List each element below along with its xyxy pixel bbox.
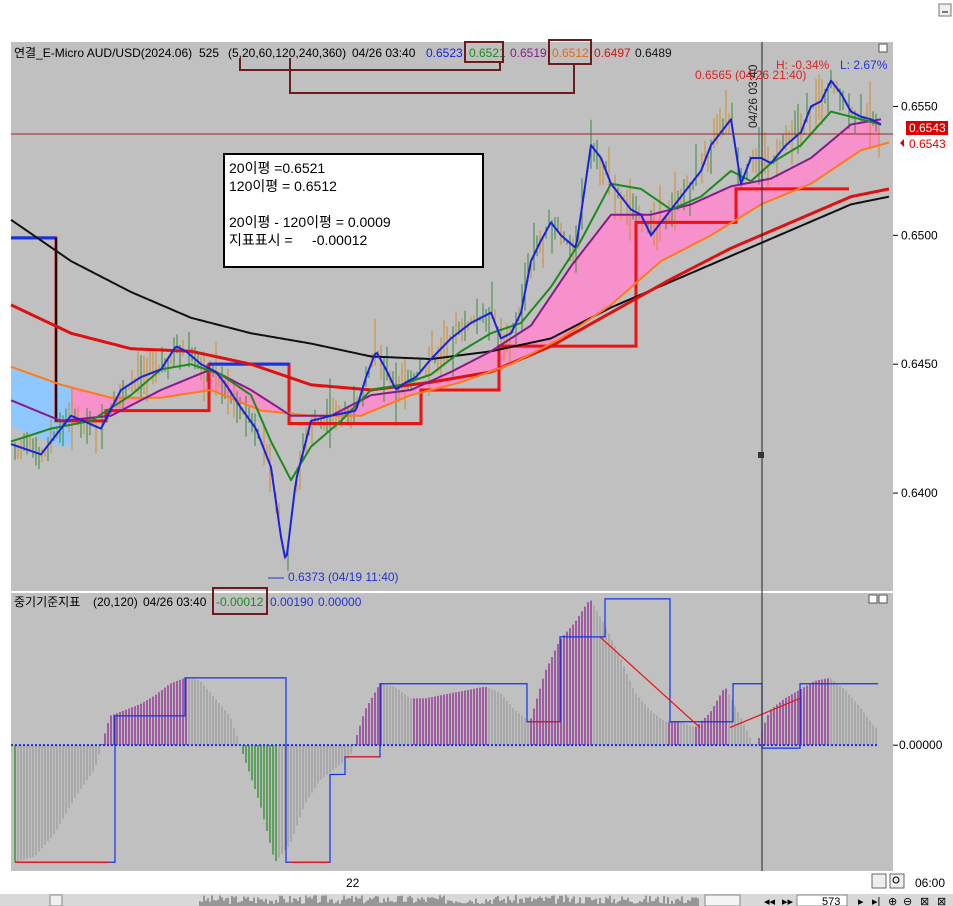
x-axis-date-label: 22 [346, 876, 360, 890]
indicator-datetime: 04/26 03:40 [143, 595, 207, 609]
indicator-axis [893, 593, 953, 871]
indicator-panel[interactable] [11, 593, 893, 871]
scroll-left-button[interactable] [49, 894, 63, 906]
header-datetime: 04/26 03:40 [352, 46, 416, 60]
current-price-badge-text: 0.6543 [909, 121, 946, 135]
indicator-value-3: 0.00000 [318, 595, 362, 609]
ma240-value: 0.6497 [594, 46, 631, 60]
ma120-value: 0.6512 [552, 46, 589, 60]
low-percent-label: L: 2.67% [840, 58, 888, 72]
ma240-line [10, 187, 890, 392]
scroll-thumb[interactable] [704, 894, 741, 906]
ma120-line [10, 141, 890, 417]
indicator-value-highlight-box [212, 587, 268, 615]
annotation-line-2: 120이평 = 0.6512 [229, 178, 337, 194]
price-chart-layer [10, 69, 890, 572]
current-price-arrow-icon [900, 139, 904, 147]
current-price-badge [906, 121, 948, 135]
ma120-highlight-box [548, 39, 592, 65]
page-input[interactable] [796, 894, 848, 906]
fit-icon[interactable]: ⊠ [920, 896, 929, 906]
ma20-line [10, 110, 882, 482]
indicator-params: (20,120) [93, 595, 138, 609]
indicator-minimize-button[interactable] [868, 594, 878, 604]
indicator-close-button[interactable] [878, 594, 888, 604]
end-icon[interactable]: ▸| [872, 896, 880, 906]
crosshair-handle[interactable] [758, 452, 764, 458]
ma360-line [10, 195, 890, 361]
ma60-value: 0.6519 [510, 46, 547, 60]
annotation-line-3: 20이평 - 120이평 = 0.0009 [229, 214, 391, 230]
ma5-line [10, 79, 882, 559]
close-icon[interactable]: ⊠ [937, 896, 946, 906]
annotation-line-4: 지표표시 = -0.00012 [229, 232, 368, 248]
ma-params-label: (5,20,60,120,240,360) [228, 46, 346, 60]
ma60-line [10, 118, 882, 422]
price-axis-ticks: 0.6550 0.6500 0.6450 0.6400 [893, 99, 938, 500]
price-axis-tick-label: 0.6400 [901, 486, 938, 500]
indicator-name: 중기기준지표 [14, 595, 80, 609]
window-top-strip [0, 0, 953, 18]
ma20-highlight-box [464, 41, 504, 63]
indicator-red-step [729, 697, 801, 729]
x-axis-time-label: 06:00 [915, 876, 945, 890]
step-line-red [11, 187, 849, 425]
page-input-value: 573 [822, 896, 840, 906]
indicator-axis-ticks: 0.00000 [893, 738, 943, 752]
high-price-label: 0.6565 (04/26 21:40) [695, 68, 806, 82]
indicator-step-envelope [15, 598, 878, 863]
indicator-chart-layer [11, 598, 878, 863]
edit-tool-button[interactable] [871, 873, 887, 889]
zoom-in-icon[interactable]: ⊕ [888, 896, 897, 906]
low-price-label: 0.6373 (04/19 11:40) [288, 570, 399, 584]
vertical-datetime-label: 04/26 03:40 [746, 64, 760, 128]
interval-label: 525 [199, 46, 219, 60]
annotation-box [223, 153, 484, 268]
indicator-value-2: 0.00190 [270, 595, 314, 609]
rewind-icon[interactable]: ◂◂ [764, 896, 776, 906]
symbol-label: 연결_E-Micro AUD/USD(2024.06) [14, 46, 192, 60]
indicator-red-step [599, 636, 701, 729]
price-axis-tick-label: 0.6450 [901, 357, 938, 371]
high-percent-label: H: -0.34% [776, 58, 830, 72]
current-price-secondary: 0.6543 [909, 137, 946, 151]
connector-ma20 [239, 58, 501, 71]
zoom-out-icon[interactable]: ⊖ [903, 896, 912, 906]
ma360-value: 0.6489 [635, 46, 672, 60]
ma5-value: 0.6523 [426, 46, 463, 60]
magnify-icon [892, 876, 900, 884]
minimize-button[interactable] [938, 3, 952, 17]
connector-ma120 [289, 58, 575, 94]
annotation-line-1: 20이평 =0.6521 [229, 160, 325, 176]
price-axis-tick-label: 0.6500 [901, 228, 938, 242]
price-panel[interactable] [11, 42, 893, 591]
ma20-value: 0.6521 [469, 46, 506, 60]
indicator-value-1: -0.00012 [216, 595, 264, 609]
price-axis-tick-label: 0.6550 [901, 99, 938, 113]
fast-forward-icon[interactable]: ▸▸ [782, 896, 794, 906]
panel-maximize-button[interactable] [878, 43, 888, 53]
magnify-button[interactable] [889, 873, 905, 889]
indicator-axis-tick-label: 0.00000 [899, 738, 943, 752]
play-icon[interactable]: ▸ [858, 896, 864, 906]
